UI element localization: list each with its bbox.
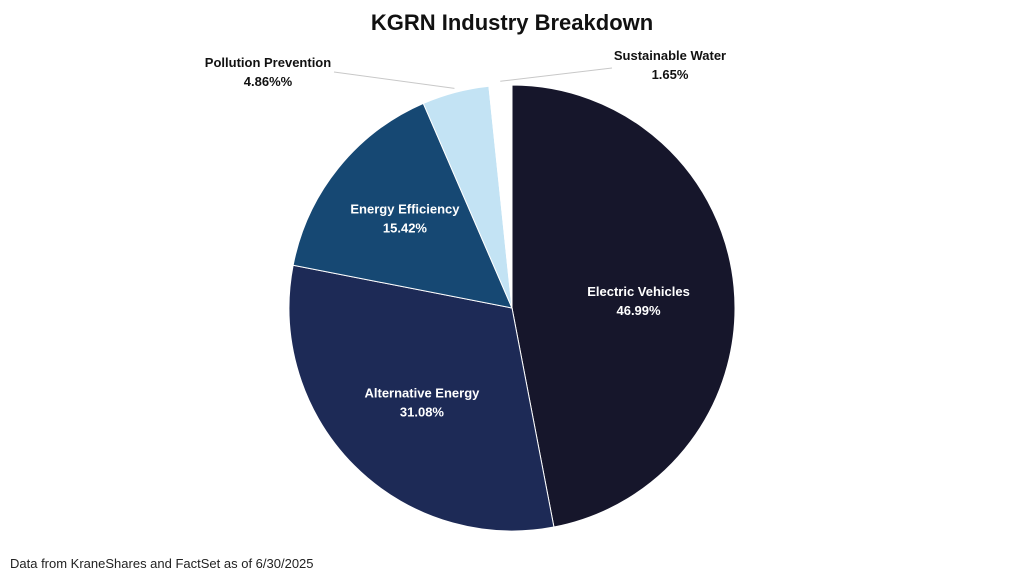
leader-line-pollution-prevention (333, 71, 455, 89)
slice-label-sustainable-water: Sustainable Water (614, 48, 726, 63)
slice-label-alternative-energy: Alternative Energy (365, 386, 481, 401)
slice-value-electric-vehicles: 46.99% (616, 303, 661, 318)
slice-value-sustainable-water: 1.65% (652, 67, 689, 82)
pie-slice-sustainable-water (488, 84, 513, 309)
slice-value-pollution-prevention: 4.86%% (244, 74, 293, 89)
slice-value-alternative-energy: 31.08% (400, 405, 445, 420)
slice-label-electric-vehicles: Electric Vehicles (587, 284, 690, 299)
chart-title: KGRN Industry Breakdown (370, 10, 654, 35)
leader-line-sustainable-water (500, 67, 613, 82)
slice-label-pollution-prevention: Pollution Prevention (205, 55, 331, 70)
slice-label-energy-efficiency: Energy Efficiency (350, 201, 460, 216)
pie-slice-electric-vehicles (511, 84, 736, 528)
pie-slice-energy-efficiency (292, 102, 513, 309)
source-footnote: Data from KraneShares and FactSet as of … (10, 556, 314, 571)
pie-slice-alternative-energy (288, 264, 555, 532)
slice-value-energy-efficiency: 15.42% (383, 220, 428, 235)
